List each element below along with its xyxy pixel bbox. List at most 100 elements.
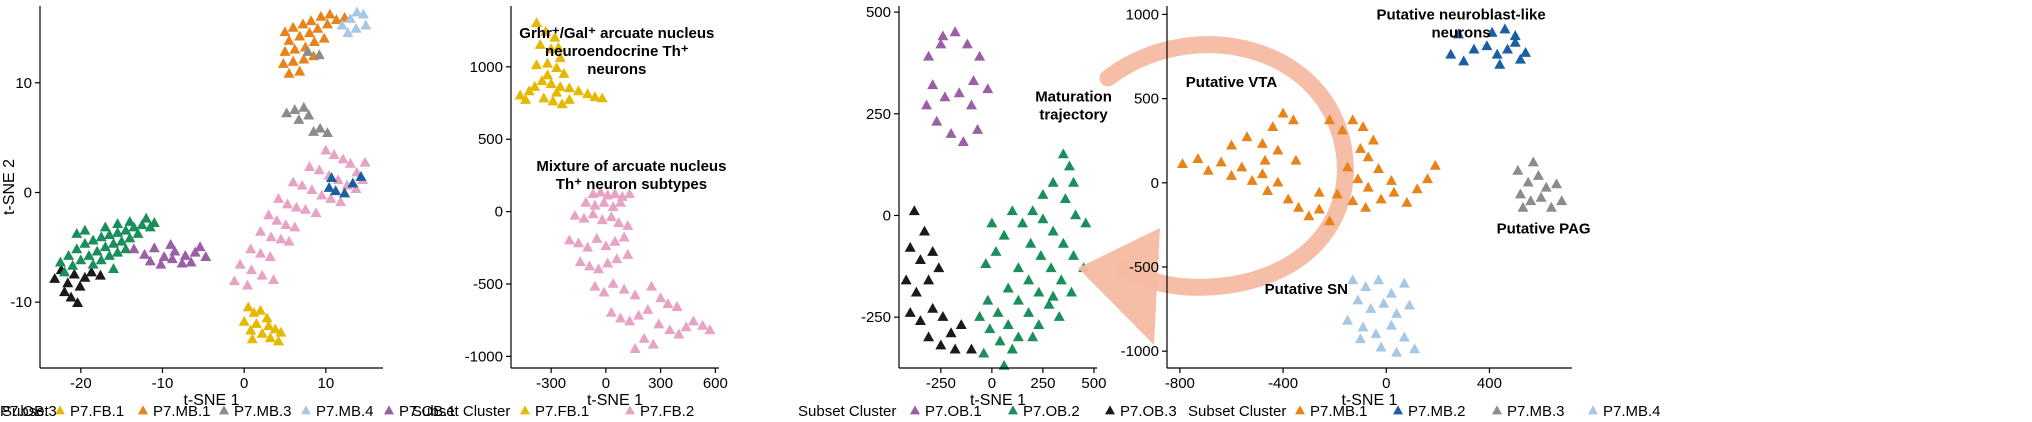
point-s1-49 [697, 319, 709, 330]
point-s1-19 [1033, 286, 1045, 297]
point-s0-14 [1324, 215, 1336, 226]
point-s1-17 [277, 58, 289, 68]
point-s1-29 [611, 253, 623, 264]
point-s3-10 [1342, 314, 1354, 325]
point-s6-30 [245, 243, 257, 254]
point-s6-13 [296, 179, 308, 190]
point-s1-0 [1445, 48, 1457, 59]
point-s1-36 [980, 258, 992, 269]
point-s1-7 [1037, 213, 1049, 224]
points-group [900, 26, 1092, 370]
point-s0-6 [939, 91, 951, 102]
point-s0-5 [927, 79, 939, 90]
point-s0-22 [547, 95, 559, 106]
point-s1-39 [1027, 205, 1039, 216]
point-s1-1 [1458, 55, 1470, 66]
point-s1-40 [1037, 188, 1049, 199]
legend-swatch [384, 405, 394, 415]
point-s6-24 [271, 214, 283, 225]
points-group [514, 17, 716, 353]
point-s1-22 [600, 240, 612, 251]
point-s1-15 [605, 211, 617, 222]
point-s0-6 [541, 57, 553, 68]
point-s3-6 [1365, 302, 1377, 313]
y-tick-label: -1000 [1121, 343, 1159, 360]
point-s1-42 [1027, 331, 1039, 342]
point-s2-6 [1525, 195, 1537, 206]
point-s1-5 [324, 8, 336, 19]
point-s0-22 [1336, 124, 1348, 135]
annotation-label: Putative PAG [1497, 220, 1591, 237]
point-s8-9 [128, 221, 140, 232]
y-tick-label: 500 [1134, 91, 1159, 108]
point-s0-10 [545, 78, 557, 88]
point-s3-4 [1398, 277, 1410, 288]
point-s4-11 [176, 257, 188, 268]
point-s1-4 [315, 10, 327, 21]
y-tick-label: 1000 [470, 59, 503, 76]
point-s1-4 [1059, 193, 1071, 203]
point-s5-7 [79, 271, 91, 282]
legend-label: P7.OB.1 [399, 403, 456, 420]
point-s7-0 [323, 181, 335, 192]
point-s0-12 [246, 333, 258, 344]
point-s0-3 [1215, 156, 1227, 167]
point-s1-39 [633, 309, 645, 320]
point-s1-19 [573, 237, 585, 248]
x-tick-label: -400 [1268, 375, 1298, 392]
point-s1-8 [598, 196, 610, 207]
legend-swatch [910, 405, 920, 415]
point-s1-38 [624, 315, 636, 326]
point-s1-10 [1509, 30, 1521, 41]
point-s0-6 [269, 323, 281, 334]
point-s6-39 [283, 235, 295, 246]
point-s2-18 [949, 343, 961, 354]
point-s0-2 [255, 304, 266, 315]
annotation-label: Putative neuroblast-like neurons [1376, 6, 1545, 41]
point-s0-34 [1360, 201, 1372, 212]
point-s2-10 [1527, 156, 1539, 167]
x-tick-label: 10 [317, 375, 334, 392]
point-s2-12 [937, 311, 949, 321]
point-s1-37 [614, 312, 626, 323]
point-s0-18 [523, 85, 535, 96]
point-s3-3 [357, 8, 369, 19]
point-s0-33 [1347, 195, 1359, 206]
point-s0-6 [1246, 174, 1258, 185]
point-s2-10 [914, 315, 926, 325]
point-s3-5 [1352, 294, 1364, 305]
point-s1-42 [655, 292, 667, 303]
point-s1-34 [998, 229, 1010, 240]
point-s6-29 [275, 233, 287, 244]
point-s1-15 [1055, 274, 1067, 285]
point-s1-3 [1481, 40, 1493, 51]
point-s2-3 [293, 113, 305, 124]
x-axis-title: t-SNE 1 [183, 392, 239, 409]
point-s2-1 [919, 225, 931, 236]
point-s3-0 [1347, 274, 1359, 285]
x-tick-label: 0 [240, 375, 248, 392]
point-s1-13 [289, 43, 301, 54]
point-s0-1 [540, 25, 552, 36]
point-s0-5 [1236, 161, 1248, 172]
point-s8-2 [71, 243, 83, 254]
point-s1-19 [298, 53, 310, 64]
point-s8-5 [95, 231, 107, 242]
point-s1-8 [1486, 26, 1498, 37]
point-s1-33 [986, 217, 998, 228]
point-s0-25 [551, 86, 563, 97]
point-s3-1 [1360, 281, 1372, 291]
point-s2-4 [927, 245, 939, 256]
point-s1-18 [563, 234, 575, 245]
point-s1-3 [609, 188, 621, 199]
point-s8-4 [87, 234, 99, 245]
point-s0-15 [589, 91, 601, 101]
point-s1-17 [1012, 262, 1024, 273]
x-tick-label: 500 [1081, 375, 1106, 392]
point-s0-16 [596, 92, 608, 103]
point-s7-5 [326, 172, 338, 182]
point-s0-0 [923, 50, 935, 61]
point-s2-5 [308, 126, 320, 136]
point-s8-6 [103, 229, 115, 240]
point-s5-6 [65, 291, 77, 302]
